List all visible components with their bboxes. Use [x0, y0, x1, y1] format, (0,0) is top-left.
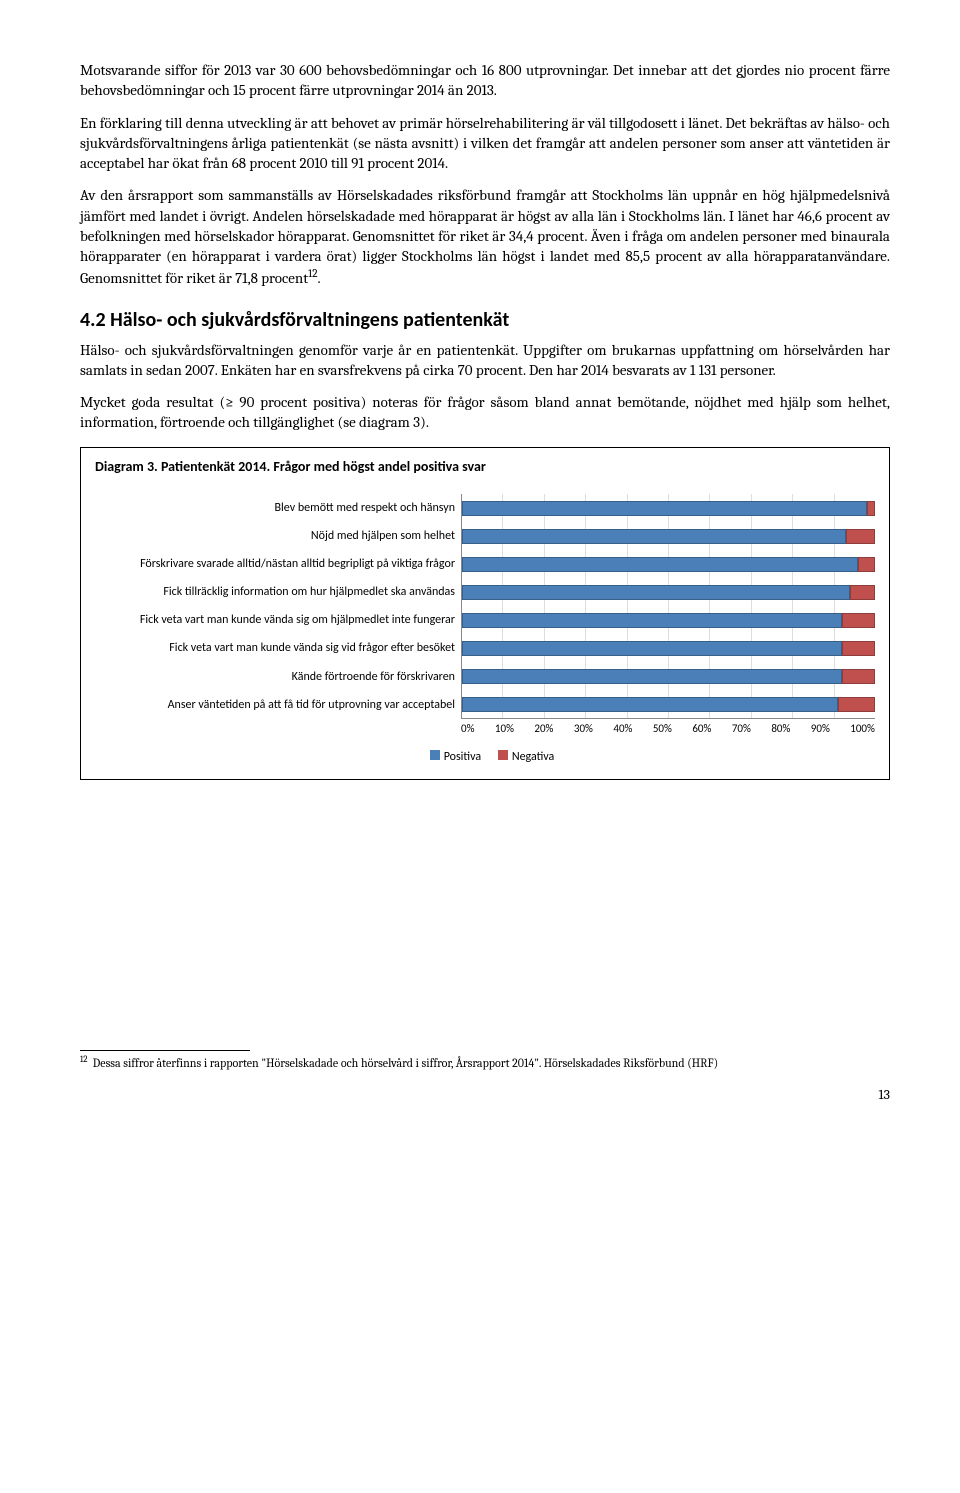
chart-y-label: Anser väntetiden på att få tid för utpro…: [95, 691, 455, 719]
chart-bar-segment: [462, 557, 858, 572]
chart-y-label: Fick veta vart man kunde vända sig om hj…: [95, 607, 455, 635]
chart-bar-segment: [462, 529, 846, 544]
chart-y-labels: Blev bemött med respekt och hänsynNöjd m…: [95, 494, 461, 719]
diagram-3-container: Diagram 3. Patientenkät 2014. Frågor med…: [80, 447, 890, 781]
chart-bar-row: [462, 494, 875, 522]
footnote-text: Dessa siffror återfinns i rapporten "Hör…: [93, 1056, 718, 1070]
p2b-end: .: [318, 269, 321, 287]
chart-y-label: Nöjd med hjälpen som helhet: [95, 523, 455, 551]
chart-x-axis: 0% 10% 20% 30% 40% 50% 60% 70% 80% 90% 100%: [95, 722, 875, 737]
chart-y-label: Förskrivare svarade alltid/nästan alltid…: [95, 551, 455, 579]
chart-y-label: Fick veta vart man kunde vända sig vid f…: [95, 635, 455, 663]
chart-bar-segment: [842, 641, 875, 656]
chart-bar-row: [462, 522, 875, 550]
chart-bar-row: [462, 606, 875, 634]
legend-label-positiva: Positiva: [444, 750, 481, 764]
chart-bar-segment: [846, 529, 875, 544]
footnote-12: 12 Dessa siffror återfinns i rapporten "…: [80, 1055, 890, 1072]
chart-x-tick: 10%: [495, 722, 514, 737]
chart-bar-segment: [462, 501, 867, 516]
chart-bar-row: [462, 634, 875, 662]
legend-label-negativa: Negativa: [512, 750, 554, 764]
chart-bar-row: [462, 662, 875, 690]
legend-swatch-positiva: [430, 750, 440, 760]
chart-x-tick: 90%: [811, 722, 830, 737]
paragraph-3: Hälso- och sjukvårdsförvaltningen genomf…: [80, 340, 890, 381]
legend-swatch-negativa: [498, 750, 508, 760]
chart-title: Diagram 3. Patientenkät 2014. Frågor med…: [95, 458, 875, 477]
chart-bar-segment: [867, 501, 875, 516]
chart-x-tick: 100%: [850, 722, 875, 737]
page-number: 13: [80, 1086, 890, 1105]
chart-bar-segment: [462, 669, 842, 684]
chart-bar-row: [462, 550, 875, 578]
chart-x-tick: 30%: [574, 722, 593, 737]
footnote-number: 12: [80, 1055, 88, 1065]
p2b-text: Av den årsrapport som sammanställs av Hö…: [80, 186, 890, 287]
chart-bar-segment: [838, 697, 875, 712]
section-heading-4-2: 4.2 Hälso- och sjukvårdsförvaltningens p…: [80, 307, 890, 334]
chart-x-ticks: 0% 10% 20% 30% 40% 50% 60% 70% 80% 90% 100%: [461, 722, 875, 737]
chart-y-label: Kände förtroende för förskrivaren: [95, 663, 455, 691]
chart-bar-segment: [858, 557, 875, 572]
chart-x-tick: 40%: [613, 722, 632, 737]
chart-x-tick: 50%: [653, 722, 672, 737]
chart-bar-segment: [850, 585, 875, 600]
paragraph-2a: En förklaring till denna utveckling är a…: [80, 113, 890, 174]
chart-bar-segment: [462, 641, 842, 656]
chart-bar-segment: [462, 585, 850, 600]
chart-x-tick: 70%: [732, 722, 751, 737]
chart-bars: [462, 494, 875, 718]
paragraph-2b: Av den årsrapport som sammanställs av Hö…: [80, 185, 890, 288]
chart-x-tick: 80%: [771, 722, 790, 737]
chart-x-tick: 20%: [534, 722, 553, 737]
chart-y-label: Blev bemött med respekt och hänsyn: [95, 494, 455, 522]
paragraph-4: Mycket goda resultat (≥ 90 procent posit…: [80, 392, 890, 433]
chart-x-tick: 60%: [692, 722, 711, 737]
chart-plot: [461, 494, 875, 719]
chart-legend: Positiva Negativa: [95, 749, 875, 765]
chart-bar-row: [462, 578, 875, 606]
chart-bar-segment: [462, 697, 838, 712]
chart-area: Blev bemött med respekt och hänsynNöjd m…: [95, 494, 875, 719]
chart-bar-segment: [462, 613, 842, 628]
chart-bar-row: [462, 690, 875, 718]
chart-bar-segment: [842, 669, 875, 684]
chart-y-label: Fick tillräcklig information om hur hjäl…: [95, 579, 455, 607]
chart-x-tick: 0%: [461, 722, 474, 737]
footnote-ref-inline: 12: [308, 267, 317, 280]
chart-bar-segment: [842, 613, 875, 628]
paragraph-1: Motsvarande siffor för 2013 var 30 600 b…: [80, 60, 890, 101]
footnote-separator: [80, 1050, 250, 1051]
